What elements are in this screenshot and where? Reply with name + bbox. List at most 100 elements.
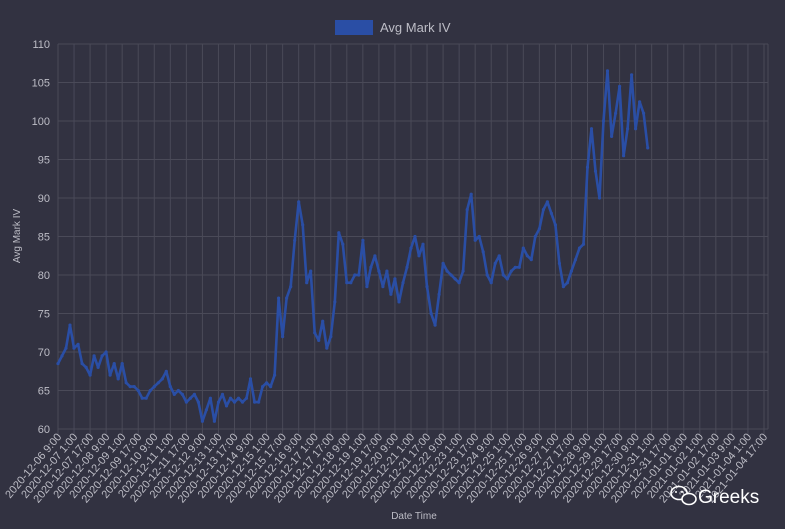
data-point[interactable]: [377, 269, 381, 273]
data-point[interactable]: [634, 127, 638, 131]
data-point[interactable]: [216, 400, 221, 404]
data-point[interactable]: [281, 335, 285, 339]
data-point[interactable]: [200, 419, 204, 423]
data-point[interactable]: [184, 400, 188, 404]
data-point[interactable]: [465, 208, 469, 212]
data-point[interactable]: [457, 281, 461, 285]
data-point[interactable]: [630, 73, 634, 77]
data-point[interactable]: [212, 419, 216, 423]
data-point[interactable]: [529, 258, 533, 262]
data-point[interactable]: [517, 265, 521, 269]
data-point[interactable]: [204, 408, 208, 412]
data-point[interactable]: [433, 323, 437, 327]
data-point[interactable]: [585, 165, 590, 169]
data-point[interactable]: [485, 273, 489, 277]
data-point[interactable]: [565, 281, 570, 285]
data-point[interactable]: [309, 269, 313, 273]
data-point[interactable]: [493, 261, 497, 265]
data-point[interactable]: [261, 385, 265, 389]
data-point[interactable]: [88, 373, 92, 377]
data-point[interactable]: [445, 269, 449, 273]
data-point[interactable]: [337, 231, 341, 235]
data-point[interactable]: [136, 388, 140, 393]
data-point[interactable]: [425, 285, 429, 289]
data-point[interactable]: [577, 246, 582, 250]
data-point[interactable]: [605, 69, 610, 73]
data-point[interactable]: [329, 335, 333, 339]
data-point[interactable]: [277, 296, 281, 300]
data-point[interactable]: [232, 400, 237, 404]
data-point[interactable]: [76, 342, 80, 346]
data-point[interactable]: [417, 254, 421, 258]
data-point[interactable]: [293, 238, 297, 242]
data-point[interactable]: [124, 381, 128, 385]
data-point[interactable]: [156, 381, 160, 385]
data-point[interactable]: [461, 269, 465, 273]
data-point[interactable]: [381, 285, 385, 289]
data-point[interactable]: [561, 285, 566, 289]
data-point[interactable]: [301, 223, 305, 227]
data-point[interactable]: [357, 273, 361, 277]
data-point[interactable]: [642, 111, 646, 115]
data-point[interactable]: [477, 234, 481, 239]
data-point[interactable]: [188, 396, 192, 400]
data-point[interactable]: [317, 338, 321, 342]
data-point[interactable]: [481, 250, 485, 254]
data-point[interactable]: [285, 296, 289, 300]
data-point[interactable]: [176, 388, 180, 393]
data-point[interactable]: [505, 277, 509, 281]
data-point[interactable]: [513, 265, 517, 269]
data-point[interactable]: [84, 365, 88, 369]
data-point[interactable]: [132, 385, 136, 389]
data-point[interactable]: [305, 281, 309, 285]
data-point[interactable]: [128, 385, 132, 389]
data-point[interactable]: [160, 377, 164, 381]
data-point[interactable]: [569, 269, 574, 273]
data-point[interactable]: [501, 273, 505, 277]
data-point[interactable]: [240, 400, 245, 404]
data-point[interactable]: [349, 281, 353, 285]
data-point[interactable]: [618, 84, 622, 88]
data-point[interactable]: [473, 238, 477, 242]
data-point[interactable]: [429, 311, 433, 316]
data-point[interactable]: [100, 354, 104, 358]
data-point[interactable]: [333, 300, 337, 304]
data-point[interactable]: [236, 396, 241, 400]
data-point[interactable]: [437, 292, 441, 296]
data-point[interactable]: [72, 346, 76, 350]
data-point[interactable]: [393, 277, 397, 281]
data-point[interactable]: [397, 300, 401, 304]
data-point[interactable]: [614, 111, 618, 115]
data-point[interactable]: [369, 265, 373, 269]
data-point[interactable]: [545, 200, 550, 204]
data-point[interactable]: [385, 269, 389, 273]
data-point[interactable]: [401, 281, 405, 285]
data-point[interactable]: [56, 362, 60, 366]
data-point[interactable]: [297, 200, 301, 204]
data-point[interactable]: [244, 396, 249, 400]
data-point[interactable]: [116, 377, 120, 381]
data-point[interactable]: [80, 362, 84, 366]
data-point[interactable]: [228, 396, 233, 400]
data-point[interactable]: [108, 373, 112, 377]
data-point[interactable]: [248, 377, 253, 381]
data-point[interactable]: [453, 277, 457, 281]
data-point[interactable]: [549, 211, 554, 215]
data-point[interactable]: [265, 381, 269, 385]
data-point[interactable]: [537, 227, 542, 231]
data-point[interactable]: [509, 269, 513, 273]
data-point[interactable]: [525, 254, 529, 258]
data-point[interactable]: [325, 346, 329, 350]
data-point[interactable]: [449, 273, 453, 277]
data-point[interactable]: [172, 392, 176, 396]
data-point[interactable]: [469, 192, 473, 196]
data-point[interactable]: [140, 396, 144, 400]
data-point[interactable]: [626, 127, 630, 131]
data-point[interactable]: [489, 281, 493, 285]
data-point[interactable]: [253, 400, 257, 404]
data-point[interactable]: [533, 234, 537, 239]
data-point[interactable]: [389, 292, 393, 296]
data-point[interactable]: [224, 404, 229, 408]
data-point[interactable]: [208, 396, 212, 400]
data-point[interactable]: [541, 208, 546, 212]
